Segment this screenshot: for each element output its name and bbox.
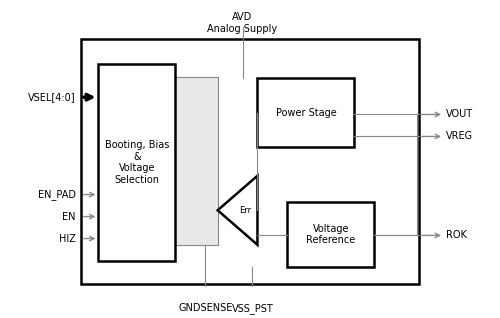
Text: GNDSENSE: GNDSENSE <box>178 303 233 313</box>
Text: VSEL[4:0]: VSEL[4:0] <box>28 92 76 102</box>
Bar <box>176 77 218 245</box>
Text: VOUT: VOUT <box>446 109 473 120</box>
Text: Booting, Bias
&
Voltage
Selection: Booting, Bias & Voltage Selection <box>104 140 169 185</box>
Bar <box>258 78 354 148</box>
Text: VREG: VREG <box>446 131 473 142</box>
Text: Err: Err <box>239 206 251 215</box>
Text: VSS_PST: VSS_PST <box>232 303 274 314</box>
Text: Power Stage: Power Stage <box>276 108 336 118</box>
Polygon shape <box>218 176 258 245</box>
Text: ROK: ROK <box>446 231 468 240</box>
Text: HIZ: HIZ <box>59 233 76 244</box>
Text: Voltage
Reference: Voltage Reference <box>306 224 356 245</box>
Bar <box>81 39 419 284</box>
Text: EN: EN <box>62 211 76 222</box>
Bar <box>288 203 374 267</box>
Bar <box>98 64 176 260</box>
Text: EN_PAD: EN_PAD <box>38 189 76 200</box>
Text: AVD
Analog Supply: AVD Analog Supply <box>208 12 278 34</box>
